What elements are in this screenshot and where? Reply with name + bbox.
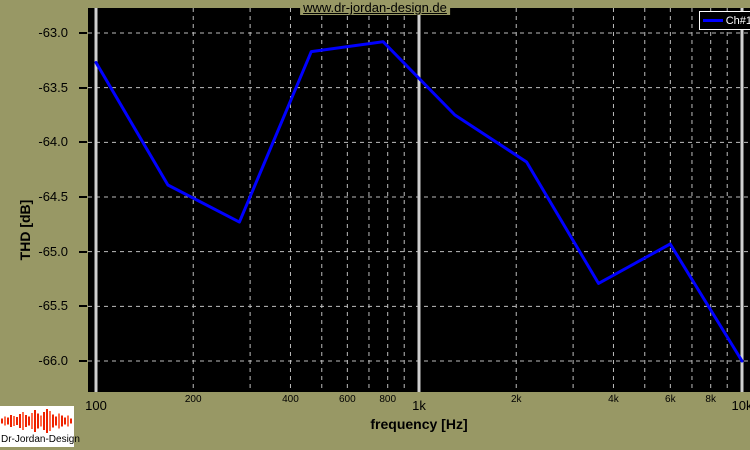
waveform-icon: [1, 409, 72, 433]
waveform-bar: [1, 418, 3, 424]
waveform-bar: [7, 417, 9, 425]
waveform-bar: [10, 415, 12, 427]
x-tick-label-major: 1k: [412, 398, 426, 413]
waveform-bar: [55, 416, 57, 426]
x-tick-label-minor: 8k: [705, 394, 716, 405]
x-tick-label-minor: 200: [184, 394, 202, 405]
y-tick-label: -65.0: [38, 243, 68, 259]
brand-logo-text: Dr-Jordan-Design: [1, 434, 80, 445]
y-tick-mark: [79, 195, 87, 198]
x-tick-label-minor: 600: [338, 394, 356, 405]
thd-chart: [88, 8, 750, 392]
waveform-bar: [70, 418, 72, 424]
y-tick-mark: [79, 141, 87, 144]
waveform-bar: [25, 415, 27, 427]
x-tick-label-minor: 6k: [665, 394, 676, 405]
y-tick-mark: [79, 305, 87, 308]
waveform-bar: [61, 415, 63, 427]
brand-logo: Dr-Jordan-Design: [0, 406, 80, 447]
waveform-bar: [67, 415, 69, 427]
y-tick-label: -66.0: [38, 352, 68, 368]
waveform-bar: [58, 413, 60, 429]
waveform-bar: [34, 410, 36, 432]
y-tick-label: -63.0: [38, 25, 68, 40]
y-tick-label: -65.5: [38, 298, 68, 314]
x-tick-label-minor: 4k: [608, 394, 619, 405]
thd-series-line: [94, 40, 744, 363]
legend: Ch#1: [699, 11, 750, 30]
waveform-bar: [28, 416, 30, 426]
waveform-bar: [37, 413, 39, 429]
x-axis-title: frequency [Hz]: [370, 416, 468, 432]
waveform-bar: [19, 414, 21, 428]
waveform-bar: [4, 416, 6, 426]
waveform-bar: [40, 415, 42, 427]
legend-label: Ch#1: [725, 14, 750, 27]
waveform-bar: [31, 413, 33, 429]
x-tick-label-major: 100: [85, 398, 107, 413]
waveform-bar: [22, 412, 24, 430]
y-tick-label: -64.5: [38, 188, 68, 204]
waveform-bar: [49, 411, 51, 431]
x-tick-label-minor: 400: [282, 394, 299, 405]
y-tick-mark: [79, 32, 87, 34]
x-tick-label-minor: 2k: [510, 394, 522, 405]
waveform-bar: [13, 416, 15, 426]
waveform-bar: [46, 409, 48, 433]
y-tick-mark: [79, 359, 87, 362]
y-tick-label: -63.5: [38, 79, 68, 95]
x-tick-label-minor: 800: [379, 394, 397, 405]
waveform-bar: [52, 414, 54, 428]
plot-area: [88, 8, 750, 392]
y-tick-mark: [79, 86, 87, 89]
y-tick-label: -64.0: [38, 134, 68, 150]
page-title: www.dr-jordan-design.de: [300, 0, 450, 15]
waveform-bar: [64, 417, 66, 425]
y-tick-mark: [79, 250, 87, 253]
waveform-bar: [43, 412, 45, 430]
waveform-bar: [16, 417, 18, 425]
x-tick-label-major: 10k: [731, 398, 750, 413]
legend-line-swatch: [703, 19, 723, 22]
